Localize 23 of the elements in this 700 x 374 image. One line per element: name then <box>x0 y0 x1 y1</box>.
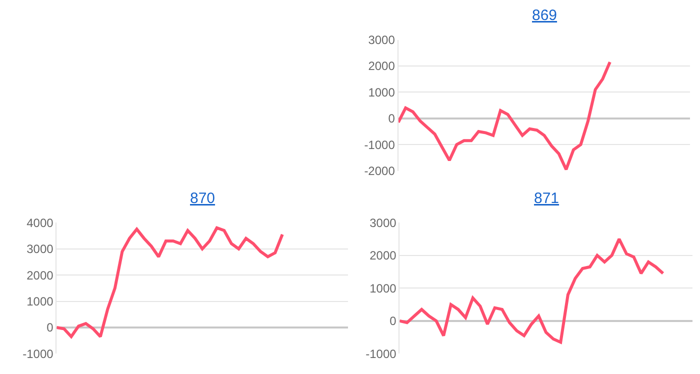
y-tick-label: 4000 <box>26 216 54 230</box>
line-series <box>400 238 665 344</box>
y-tick-label: -2000 <box>364 164 396 178</box>
y-tick-label: 2000 <box>368 59 396 74</box>
chart-title: 871 <box>534 190 560 207</box>
y-tick-label: 3000 <box>368 32 396 47</box>
y-tick-label: 1000 <box>370 281 397 296</box>
chart-title: 869 <box>532 7 558 24</box>
chart-title: 870 <box>190 190 216 207</box>
line-series <box>398 60 612 171</box>
y-tick-label: 0 <box>46 320 54 335</box>
y-tick-label: -1000 <box>364 138 396 152</box>
y-tick-label: 3000 <box>26 242 54 256</box>
y-tick-label: 2000 <box>26 268 54 282</box>
y-tick-label: 1000 <box>368 85 396 100</box>
line-series <box>56 226 284 338</box>
y-tick-label: 1000 <box>26 294 54 308</box>
y-tick-label: -1000 <box>366 346 397 361</box>
y-tick-label: 0 <box>390 314 397 328</box>
y-tick-label: -1000 <box>22 346 54 361</box>
y-tick-label: 3000 <box>370 216 397 230</box>
y-tick-label: 0 <box>388 112 396 126</box>
y-tick-label: 2000 <box>370 248 397 263</box>
